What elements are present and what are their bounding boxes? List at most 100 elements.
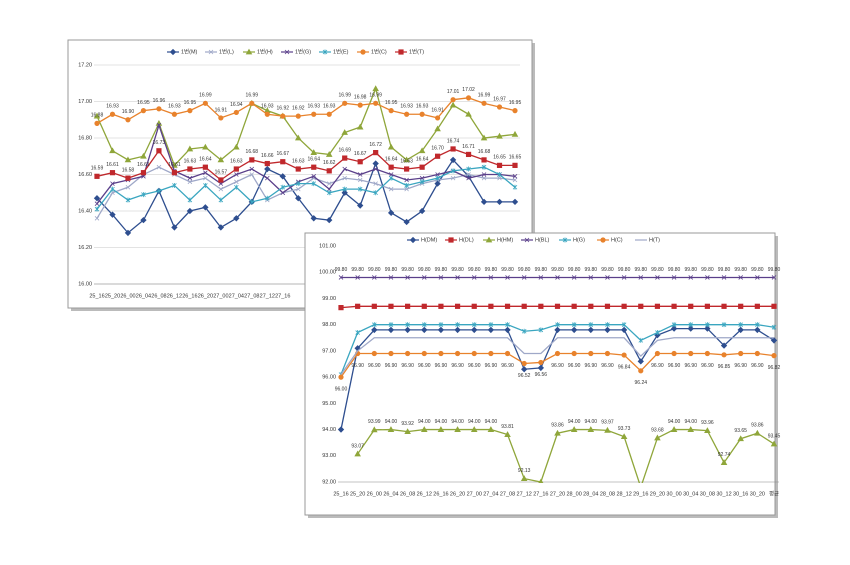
marker bbox=[140, 216, 147, 224]
data-label: 96.90 bbox=[468, 363, 481, 369]
marker bbox=[322, 49, 328, 55]
data-label: 16.93 bbox=[400, 104, 413, 110]
marker bbox=[280, 184, 286, 190]
marker bbox=[218, 197, 224, 203]
marker bbox=[505, 275, 510, 280]
marker bbox=[326, 181, 332, 186]
marker bbox=[737, 435, 744, 442]
legend-label: H(HM) bbox=[497, 237, 513, 243]
marker bbox=[421, 350, 427, 357]
marker bbox=[404, 186, 409, 192]
marker bbox=[721, 275, 727, 280]
marker bbox=[521, 328, 527, 334]
marker bbox=[373, 181, 378, 186]
data-label: 96.90 bbox=[651, 363, 664, 369]
marker bbox=[338, 275, 344, 280]
x-tick-label: 26_00 bbox=[367, 491, 382, 497]
marker bbox=[280, 159, 286, 165]
x-tick-label: 26_20 bbox=[450, 491, 465, 497]
y-tick-label: 92.00 bbox=[322, 479, 336, 485]
data-label: 94.00 bbox=[451, 419, 464, 425]
marker bbox=[171, 111, 178, 117]
legend-label: H(BL) bbox=[535, 237, 550, 243]
data-label: 16.88 bbox=[91, 113, 104, 119]
marker bbox=[688, 275, 694, 280]
marker bbox=[465, 151, 472, 158]
marker bbox=[109, 170, 116, 176]
marker bbox=[771, 324, 777, 330]
x-tick-label: 26_04 bbox=[136, 293, 151, 299]
data-label: 94.00 bbox=[684, 419, 697, 425]
marker bbox=[203, 175, 208, 181]
chart-panel: 16.00 16.20 16.40 16.60 16.80 17.00 17.20 25_16… bbox=[67, 39, 535, 311]
marker bbox=[449, 101, 457, 108]
marker bbox=[404, 326, 411, 334]
marker bbox=[455, 322, 460, 328]
marker bbox=[671, 275, 677, 280]
data-label: 16.99 bbox=[369, 93, 382, 99]
marker bbox=[171, 170, 178, 176]
marker bbox=[538, 303, 544, 309]
data-label: 96.90 bbox=[684, 363, 697, 369]
data-label: 16.92 bbox=[277, 105, 290, 111]
data-label: 99.80 bbox=[718, 267, 731, 273]
marker bbox=[481, 175, 487, 181]
marker bbox=[521, 275, 527, 280]
x-tick-label: 27_20 bbox=[550, 491, 565, 497]
x-tick-label: 26_00 bbox=[120, 293, 135, 299]
marker bbox=[497, 172, 502, 177]
data-label: 94.00 bbox=[418, 419, 431, 425]
data-label: 16.61 bbox=[168, 162, 181, 168]
marker bbox=[187, 175, 193, 181]
marker bbox=[538, 275, 544, 280]
marker bbox=[372, 322, 377, 328]
y-tick-label: 95.00 bbox=[322, 401, 336, 407]
marker bbox=[387, 426, 395, 432]
marker bbox=[496, 198, 503, 206]
marker bbox=[186, 145, 194, 152]
marker bbox=[404, 111, 410, 117]
data-label: 93.86 bbox=[751, 423, 764, 429]
marker bbox=[124, 156, 132, 163]
y-tick-label: 16.40 bbox=[78, 208, 92, 214]
marker bbox=[688, 303, 694, 309]
marker bbox=[434, 125, 441, 132]
marker bbox=[504, 431, 511, 437]
marker bbox=[404, 182, 409, 188]
marker bbox=[604, 326, 611, 334]
marker bbox=[438, 275, 444, 280]
marker bbox=[141, 192, 146, 198]
marker bbox=[245, 48, 253, 55]
data-label: 16.59 bbox=[91, 166, 104, 172]
data-label: 96.90 bbox=[385, 363, 398, 369]
marker bbox=[311, 111, 317, 117]
marker bbox=[156, 148, 162, 154]
data-label: 16.92 bbox=[292, 105, 305, 111]
marker bbox=[140, 152, 147, 159]
marker bbox=[538, 327, 544, 333]
marker bbox=[342, 175, 347, 181]
marker bbox=[156, 188, 162, 194]
marker bbox=[454, 350, 461, 357]
marker bbox=[450, 175, 456, 181]
data-label: 94.00 bbox=[585, 419, 598, 425]
plot-area bbox=[337, 275, 778, 483]
x-tick-label: 25_20 bbox=[350, 491, 365, 497]
marker bbox=[208, 49, 214, 55]
series-line bbox=[96, 97, 516, 124]
data-label: 99.80 bbox=[335, 267, 348, 273]
marker bbox=[605, 322, 610, 328]
data-label: 99.80 bbox=[518, 267, 531, 273]
x-tick-label: 30_08 bbox=[700, 491, 715, 497]
x-tick-label: 26_20 bbox=[198, 293, 213, 299]
marker bbox=[354, 450, 361, 457]
x-tick-label: 27_08 bbox=[500, 491, 515, 497]
marker bbox=[488, 350, 494, 357]
data-label: 93.92 bbox=[401, 421, 414, 427]
marker bbox=[310, 149, 318, 155]
marker bbox=[497, 175, 502, 181]
data-label: 99.80 bbox=[768, 267, 781, 273]
marker bbox=[670, 325, 678, 332]
data-label: 96.90 bbox=[701, 363, 714, 369]
marker bbox=[638, 337, 644, 343]
